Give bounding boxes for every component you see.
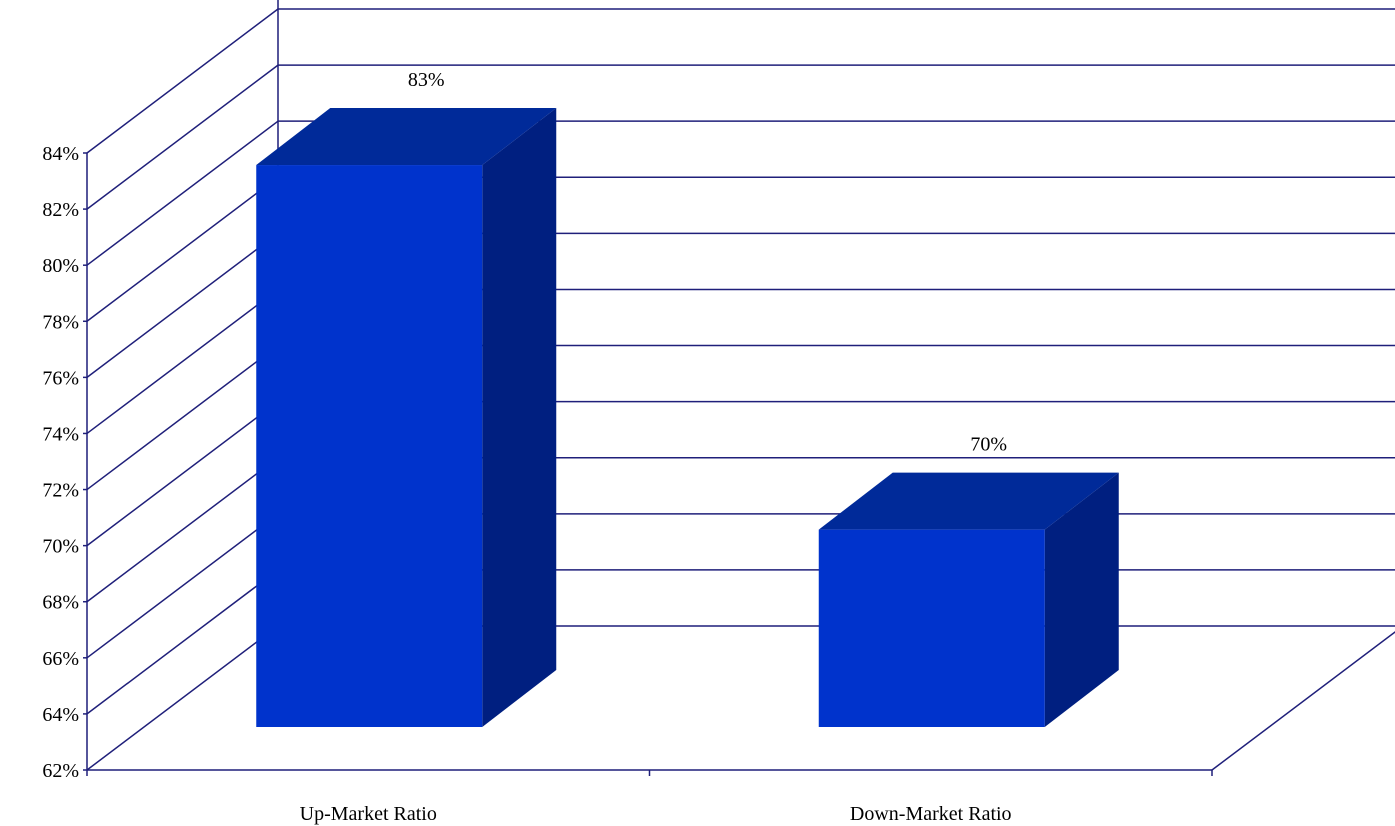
gridline-diagonal <box>86 120 279 266</box>
gridline-diagonal <box>86 8 279 154</box>
y-tick-label: 68% <box>42 592 79 614</box>
x-category-label: Down-Market Ratio <box>850 803 1012 825</box>
gridline-diagonal <box>86 344 279 491</box>
y-tick-label: 64% <box>42 704 79 726</box>
y-tick-label: 72% <box>42 480 79 502</box>
gridline-diagonal <box>86 232 279 378</box>
gridline-diagonal <box>86 569 279 715</box>
gridline-diagonal <box>86 457 279 603</box>
x-category-label: Up-Market Ratio <box>300 803 437 825</box>
y-tick-label: 66% <box>42 648 79 670</box>
bar-data-label: 70% <box>970 434 1007 456</box>
y-tick-label: 82% <box>42 199 79 221</box>
y-axis-ticks: 62% 64% 66% 68% 70% 72% 74% 76% 78% 80% 82% 84% <box>42 143 87 782</box>
gridline-diagonal <box>86 288 279 435</box>
bar-top-face <box>256 108 557 166</box>
y-tick-label: 76% <box>42 367 79 389</box>
y-tick-label: 62% <box>42 760 79 782</box>
gridline-diagonal <box>86 64 279 210</box>
labels-layer: 83% Up-Market Ratio 70% Down-Market Ratio <box>300 69 1012 825</box>
y-tick-label: 74% <box>42 423 79 445</box>
bar-data-label: 83% <box>408 69 445 91</box>
bar-side-face <box>482 108 557 727</box>
y-tick-label: 70% <box>42 536 79 558</box>
gridline-diagonal <box>86 625 279 771</box>
y-tick-label: 78% <box>42 311 79 333</box>
floor-right-edge <box>1211 631 1395 771</box>
gridline-diagonal <box>86 401 279 547</box>
y-tick-label: 80% <box>42 255 79 277</box>
bar-front-face <box>818 529 1045 727</box>
y-tick-label: 84% <box>42 143 79 165</box>
bar-top-face <box>818 472 1119 530</box>
bars-layer <box>256 108 1119 727</box>
gridline-diagonal <box>86 176 279 322</box>
bar-front-face <box>256 165 483 727</box>
gridline-diagonal <box>86 513 279 659</box>
bar-side-face <box>1044 472 1119 727</box>
